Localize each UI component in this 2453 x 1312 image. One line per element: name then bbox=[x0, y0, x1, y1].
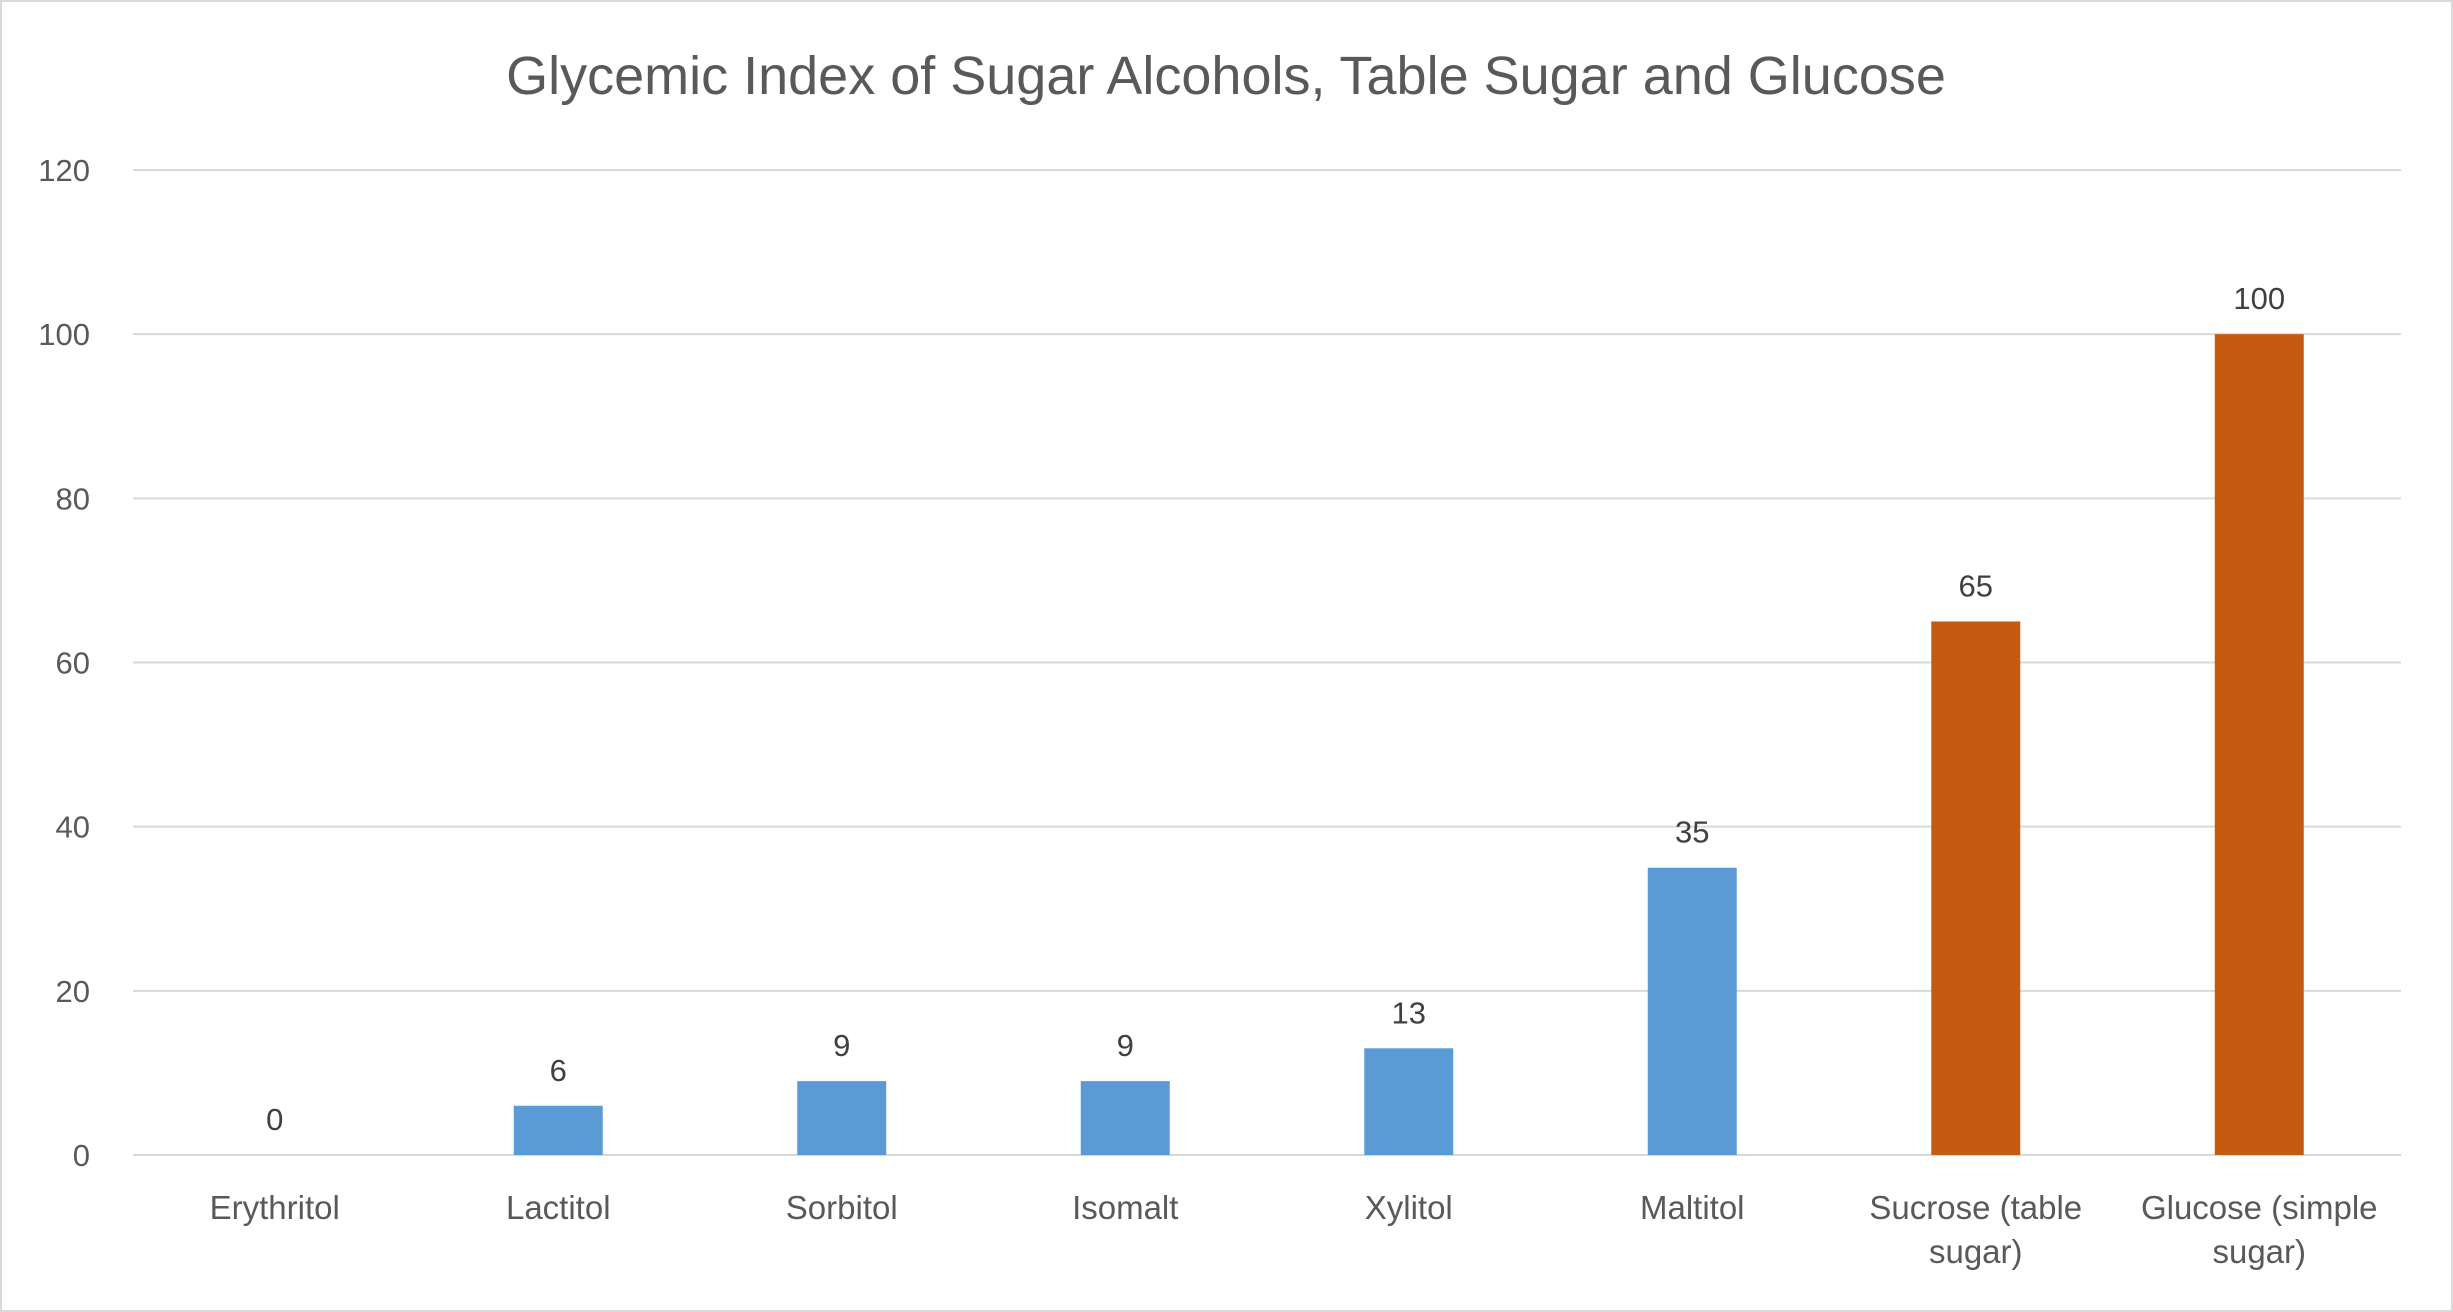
bar-maltitol bbox=[1647, 867, 1737, 1155]
data-label: 100 bbox=[2233, 281, 2285, 316]
y-tick-label: 120 bbox=[38, 153, 90, 188]
y-tick-label: 0 bbox=[73, 1138, 90, 1173]
bars bbox=[513, 334, 2304, 1156]
bar-sorbitol bbox=[797, 1081, 887, 1155]
x-tick-label-line: Glucose (simple bbox=[2141, 1189, 2378, 1226]
x-tick-label: Isomalt bbox=[1072, 1189, 1178, 1226]
data-label: 9 bbox=[1117, 1028, 1134, 1063]
x-tick-label-line: Sorbitol bbox=[786, 1189, 898, 1226]
data-label: 6 bbox=[550, 1053, 567, 1088]
x-tick-label: Lactitol bbox=[506, 1189, 611, 1226]
x-tick-label-line: Isomalt bbox=[1072, 1189, 1178, 1226]
data-label: 13 bbox=[1392, 995, 1426, 1030]
x-tick-label: Xylitol bbox=[1365, 1189, 1453, 1226]
x-tick-label: Sucrose (table sugar) bbox=[1869, 1189, 2082, 1270]
data-label: 35 bbox=[1675, 815, 1709, 850]
x-tick-label: Erythritol bbox=[210, 1189, 340, 1226]
bar-sucrose bbox=[1931, 621, 2021, 1155]
data-label: 9 bbox=[833, 1028, 850, 1063]
bar-isomalt bbox=[1080, 1081, 1170, 1155]
chart-title: Glycemic Index of Sugar Alcohols, Table … bbox=[506, 46, 1946, 106]
y-tick-label: 40 bbox=[56, 810, 90, 845]
data-labels: 0 6 9 9 13 35 65 100 bbox=[266, 281, 2285, 1137]
y-tick-label: 60 bbox=[56, 646, 90, 681]
y-tick-label: 100 bbox=[38, 317, 90, 352]
x-axis-labels: Erythritol Lactitol Sorbitol Isomalt Xylitol… bbox=[210, 1189, 2378, 1270]
x-tick-label-line: sugar) bbox=[1929, 1233, 2023, 1270]
x-tick-label: Sorbitol bbox=[786, 1189, 898, 1226]
x-tick-label-line: Lactitol bbox=[506, 1189, 611, 1226]
y-axis-ticks: 0 20 40 60 80 100 120 bbox=[38, 153, 90, 1173]
x-tick-label-line: Maltitol bbox=[1640, 1189, 1745, 1226]
x-tick-label: Maltitol bbox=[1640, 1189, 1745, 1226]
data-label: 0 bbox=[266, 1102, 283, 1137]
gridlines bbox=[133, 169, 2401, 1156]
bar-xylitol bbox=[1364, 1048, 1454, 1155]
y-tick-label: 80 bbox=[56, 481, 90, 516]
x-tick-label: Glucose (simple sugar) bbox=[2141, 1189, 2378, 1270]
bar-lactitol bbox=[513, 1105, 603, 1155]
x-tick-label-line: Sucrose (table bbox=[1869, 1189, 2082, 1226]
bar-glucose bbox=[2214, 334, 2304, 1156]
x-tick-label-line: sugar) bbox=[2212, 1233, 2306, 1270]
x-tick-label-line: Xylitol bbox=[1365, 1189, 1453, 1226]
y-tick-label: 20 bbox=[56, 974, 90, 1009]
x-tick-label-line: Erythritol bbox=[210, 1189, 340, 1226]
data-label: 65 bbox=[1959, 568, 1993, 603]
